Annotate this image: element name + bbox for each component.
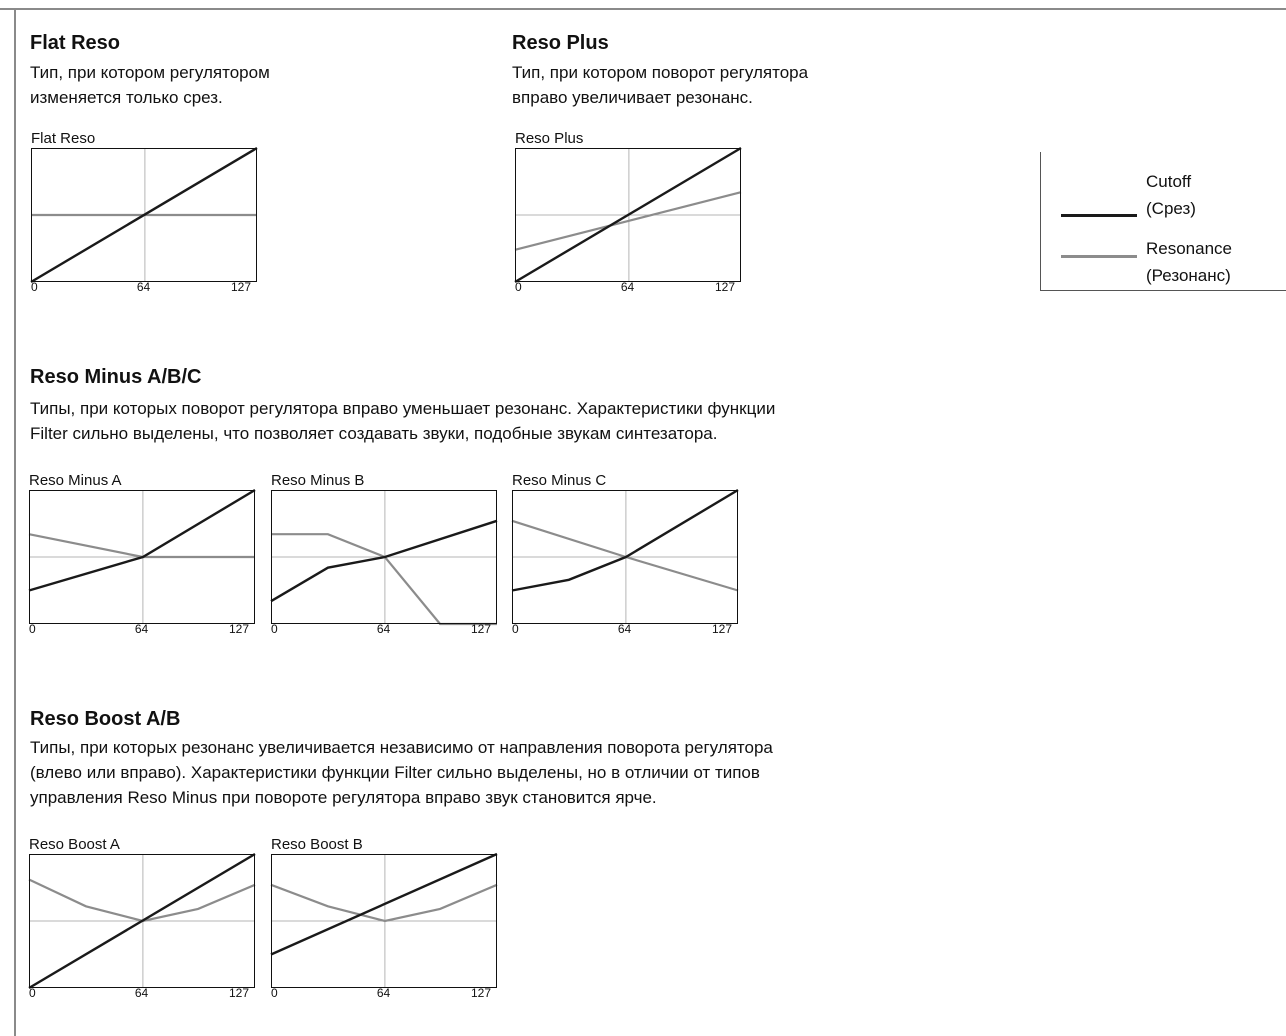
cutoff-line bbox=[28, 488, 256, 592]
flat-reso-chart-title: Flat Reso bbox=[31, 130, 96, 147]
x-tick-label: 127 bbox=[715, 280, 736, 294]
x-tick-label: 64 bbox=[617, 622, 632, 636]
x-tick-label: 64 bbox=[134, 986, 149, 1000]
legend: Cutoff (Срез) Resonance (Резонанс) bbox=[1040, 152, 1286, 291]
reso-minus-c-chart: Reso Minus C 0 64 127 bbox=[511, 472, 744, 644]
cutoff-line bbox=[30, 146, 258, 284]
flat-reso-desc-line-1: Тип, при котором регулятором bbox=[30, 63, 270, 82]
plot-frame bbox=[271, 854, 497, 988]
cutoff-legend-sublabel: (Срез) bbox=[1146, 199, 1196, 218]
reso-minus-c-plot bbox=[511, 488, 739, 624]
resonance-line bbox=[28, 878, 256, 923]
resonance-line bbox=[270, 883, 498, 923]
reso-boost-desc-line-1: Типы, при которых резонанс увеличивается… bbox=[30, 738, 773, 757]
reso-boost-b-chart-title: Reso Boost B bbox=[271, 836, 363, 853]
x-tick-label: 0 bbox=[31, 280, 38, 294]
reso-boost-b-plot bbox=[270, 852, 498, 988]
cutoff-line bbox=[511, 488, 739, 592]
reso-plus-plot bbox=[514, 146, 742, 284]
cutoff-line bbox=[270, 852, 498, 956]
cutoff-line bbox=[270, 519, 498, 603]
x-tick-label: 127 bbox=[229, 986, 250, 1000]
x-tick-label: 0 bbox=[271, 986, 278, 1000]
plot-frame bbox=[271, 490, 497, 624]
x-tick-label: 127 bbox=[471, 986, 492, 1000]
reso-plus-desc-line-2: вправо увеличивает резонанс. bbox=[512, 88, 753, 107]
reso-minus-a-chart-title: Reso Minus A bbox=[29, 472, 122, 489]
resonance-legend-swatch bbox=[1061, 255, 1137, 258]
reso-plus-chart: Reso Plus 0 64 127 bbox=[514, 130, 747, 302]
plot-frame bbox=[512, 490, 738, 624]
flat-reso-chart: Flat Reso 0 64 127 bbox=[30, 130, 263, 302]
reso-minus-desc-line-1: Типы, при которых поворот регулятора впр… bbox=[30, 399, 776, 418]
reso-minus-b-chart-title: Reso Minus B bbox=[271, 472, 365, 489]
x-tick-label: 0 bbox=[29, 622, 36, 636]
reso-boost-desc-line-3: управления Reso Minus при повороте регул… bbox=[30, 788, 657, 807]
flat-reso-plot bbox=[30, 146, 258, 284]
reso-plus-chart-title: Reso Plus bbox=[515, 130, 584, 147]
resonance-line bbox=[511, 519, 739, 592]
x-tick-label: 127 bbox=[231, 280, 252, 294]
x-tick-label: 127 bbox=[712, 622, 733, 636]
cutoff-legend-label: Cutoff bbox=[1146, 172, 1192, 191]
x-tick-label: 64 bbox=[376, 986, 391, 1000]
resonance-line bbox=[28, 533, 255, 559]
plot-frame bbox=[29, 854, 255, 988]
reso-minus-a-chart: Reso Minus A 0 64 127 bbox=[28, 472, 261, 644]
reso-plus-heading: Reso Plus bbox=[512, 32, 609, 54]
x-tick-label: 0 bbox=[271, 622, 278, 636]
resonance-line bbox=[514, 191, 742, 251]
reso-minus-desc-line-2: Filter сильно выделены, что позволяет со… bbox=[30, 424, 718, 443]
reso-minus-heading: Reso Minus A/B/C bbox=[30, 366, 202, 388]
reso-boost-a-chart: Reso Boost A 0 64 127 bbox=[28, 836, 261, 1008]
reso-boost-desc-line-2: (влево или вправо). Характеристики функц… bbox=[30, 763, 760, 782]
page-frame-top bbox=[0, 8, 1286, 10]
x-tick-label: 64 bbox=[376, 622, 391, 636]
cutoff-line bbox=[28, 852, 256, 990]
x-tick-label: 64 bbox=[620, 280, 635, 294]
x-tick-label: 0 bbox=[29, 986, 36, 1000]
reso-boost-heading: Reso Boost A/B bbox=[30, 708, 181, 730]
reso-minus-b-plot bbox=[270, 490, 498, 626]
x-tick-label: 127 bbox=[471, 622, 492, 636]
x-tick-label: 127 bbox=[229, 622, 250, 636]
x-tick-label: 0 bbox=[512, 622, 519, 636]
plot-frame bbox=[31, 148, 257, 282]
resonance-legend-label: Resonance bbox=[1146, 239, 1233, 258]
reso-minus-b-chart: Reso Minus B 0 64 127 bbox=[270, 472, 503, 644]
reso-boost-b-chart: Reso Boost B 0 64 127 bbox=[270, 836, 503, 1008]
resonance-legend-sublabel: (Резонанс) bbox=[1146, 266, 1231, 285]
x-tick-label: 0 bbox=[515, 280, 522, 294]
reso-boost-a-chart-title: Reso Boost A bbox=[29, 836, 120, 853]
x-tick-label: 64 bbox=[134, 622, 149, 636]
plot-frame bbox=[515, 148, 741, 282]
x-tick-label: 64 bbox=[136, 280, 151, 294]
reso-boost-a-plot bbox=[28, 852, 256, 990]
plot-frame bbox=[29, 490, 255, 624]
reso-minus-c-chart-title: Reso Minus C bbox=[512, 472, 607, 489]
cutoff-legend-swatch bbox=[1061, 214, 1137, 217]
resonance-line bbox=[271, 533, 497, 626]
cutoff-line bbox=[514, 146, 742, 284]
reso-plus-desc-line-1: Тип, при котором поворот регулятора bbox=[512, 63, 809, 82]
reso-minus-a-plot bbox=[28, 488, 256, 624]
flat-reso-desc-line-2: изменяется только срез. bbox=[30, 88, 223, 107]
page-frame-left bbox=[14, 8, 16, 1036]
flat-reso-heading: Flat Reso bbox=[30, 32, 121, 54]
